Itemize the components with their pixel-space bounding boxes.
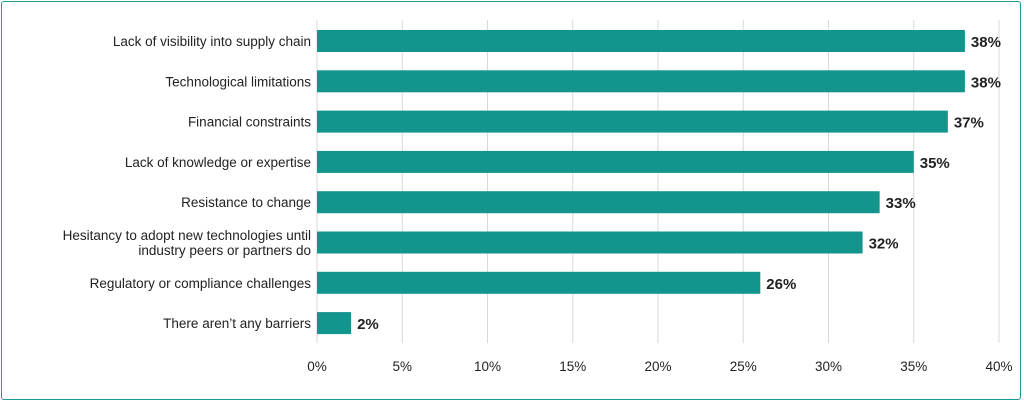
x-tick-label: 0% [307,359,327,374]
category-label: Lack of visibility into supply chain [113,34,311,49]
x-tick-label: 5% [392,359,412,374]
value-label: 32% [869,236,899,253]
category-label: There aren’t any barriers [163,316,311,331]
x-tick-label: 15% [559,359,586,374]
category-label: Resistance to change [181,195,311,210]
category-label: Financial constraints [188,115,311,130]
x-tick-label: 30% [815,359,842,374]
bar [317,150,914,173]
value-label: 33% [886,195,916,212]
category-label: Regulatory or compliance challenges [90,276,312,291]
x-tick-label: 20% [644,359,671,374]
category-label: Lack of knowledge or expertise [125,155,311,170]
category-label: Hesitancy to adopt new technologies unti… [63,228,311,258]
value-label: 35% [920,155,950,172]
value-label: 2% [357,316,379,333]
bar [317,191,880,214]
bar [317,312,352,335]
x-tick-label: 25% [730,359,757,374]
category-label: Technological limitations [165,74,311,89]
bar [317,30,965,52]
value-label: 38% [971,34,1001,51]
bar [317,271,761,294]
x-tick-label: 40% [985,359,1012,374]
value-label: 37% [954,115,984,132]
x-tick-label: 10% [474,359,501,374]
bar [317,231,863,254]
value-label: 26% [766,276,796,293]
value-label: 38% [971,74,1001,91]
bar [317,110,948,133]
x-tick-label: 35% [900,359,927,374]
bar [317,70,965,93]
